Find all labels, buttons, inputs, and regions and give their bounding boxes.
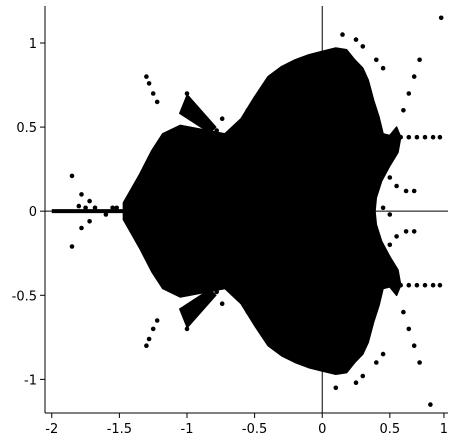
- data-point: [79, 225, 84, 231]
- y-tick-label: 0: [29, 205, 37, 220]
- data-point: [238, 296, 244, 301]
- data-point: [76, 203, 82, 209]
- data-point: [387, 242, 393, 248]
- data-point: [417, 360, 422, 365]
- point-cloud-spike-upper: [178, 93, 217, 134]
- data-point: [411, 343, 417, 349]
- data-point: [150, 91, 156, 96]
- data-point: [406, 134, 412, 140]
- data-point: [110, 205, 115, 211]
- data-point: [154, 318, 160, 323]
- data-point: [87, 198, 92, 204]
- data-point: [406, 91, 412, 96]
- point-cloud-spike-lower: [178, 288, 217, 329]
- data-point: [83, 205, 88, 211]
- data-point: [219, 301, 225, 307]
- data-point: [214, 128, 219, 133]
- data-point: [394, 234, 399, 239]
- data-point: [353, 380, 359, 386]
- x-tick-label: 1: [440, 422, 448, 437]
- data-point: [340, 32, 345, 37]
- data-point: [198, 301, 203, 307]
- y-tick-label: 0.5: [16, 121, 37, 136]
- data-point: [422, 282, 428, 288]
- y-tick-label: 1: [29, 37, 37, 52]
- data-point: [374, 360, 379, 365]
- data-point: [406, 282, 412, 288]
- data-point: [411, 229, 417, 234]
- data-point: [144, 343, 149, 349]
- data-point: [79, 192, 84, 197]
- data-point: [127, 225, 133, 231]
- data-point: [398, 134, 404, 140]
- data-point: [114, 205, 119, 211]
- data-point: [380, 351, 386, 357]
- data-point: [398, 282, 404, 288]
- data-point: [69, 173, 75, 179]
- data-point: [146, 336, 152, 342]
- data-point: [437, 134, 443, 140]
- data-point: [198, 116, 203, 121]
- data-point: [214, 289, 219, 295]
- data-point: [154, 99, 160, 105]
- x-tick-label: 0.5: [380, 422, 401, 437]
- data-point: [184, 91, 190, 96]
- x-tick-label: -1: [181, 422, 194, 437]
- data-point: [130, 192, 136, 197]
- data-point: [430, 282, 436, 288]
- tick-labels: -2 -1.5 -1 -0.5 0 0.5 1 1 0.5 0 -0.5 -1: [12, 37, 448, 437]
- data-point: [380, 205, 386, 211]
- data-point: [414, 282, 420, 288]
- data-point: [438, 15, 444, 21]
- data-point: [150, 326, 156, 332]
- data-point: [394, 183, 399, 189]
- data-point: [380, 65, 386, 71]
- data-point: [387, 175, 393, 180]
- data-point: [387, 212, 393, 217]
- scatter-points: [69, 15, 444, 407]
- y-tick-label: -1: [24, 373, 37, 388]
- tick-marks: [40, 42, 445, 418]
- data-point: [403, 229, 409, 234]
- data-point: [103, 212, 109, 217]
- x-tick-label: -0.5: [242, 422, 267, 437]
- data-point: [219, 116, 225, 121]
- data-point: [401, 309, 406, 315]
- point-cloud: [51, 47, 402, 376]
- data-point: [69, 244, 75, 249]
- data-point: [360, 373, 366, 379]
- data-point: [333, 385, 339, 391]
- data-point: [245, 108, 251, 113]
- data-point: [245, 309, 251, 315]
- data-point: [430, 134, 436, 140]
- data-point: [406, 326, 412, 332]
- data-point: [411, 188, 417, 194]
- data-point: [184, 326, 190, 332]
- x-tick-label: -2: [45, 422, 58, 437]
- x-tick-label: -1.5: [107, 422, 132, 437]
- x-tick-label: 0: [318, 422, 326, 437]
- data-point: [353, 37, 359, 42]
- y-tick-label: -0.5: [12, 289, 37, 304]
- point-cloud-body: [122, 47, 402, 376]
- data-point: [87, 219, 92, 224]
- data-point: [422, 134, 428, 140]
- data-point: [238, 121, 244, 126]
- data-point: [417, 57, 422, 63]
- data-point: [401, 108, 406, 113]
- data-point: [146, 81, 152, 86]
- data-point: [428, 402, 433, 407]
- data-point: [374, 57, 379, 63]
- data-point: [437, 282, 443, 288]
- data-point: [92, 205, 98, 211]
- data-point: [411, 74, 417, 79]
- data-point: [144, 74, 149, 79]
- data-point: [360, 44, 366, 49]
- data-point: [403, 188, 409, 194]
- data-point: [414, 134, 420, 140]
